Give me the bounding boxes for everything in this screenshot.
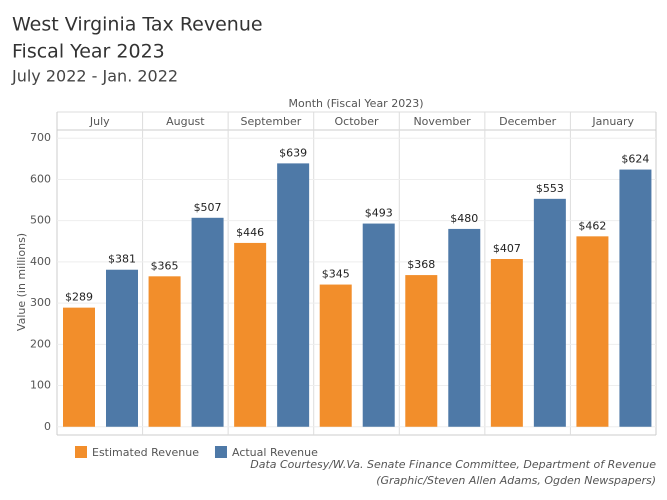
value-label: $493 — [365, 207, 393, 220]
source-note: Data Courtesy/W.Va. Senate Finance Commi… — [250, 458, 656, 471]
value-label: $407 — [493, 242, 521, 255]
value-label: $480 — [450, 212, 478, 225]
value-label: $345 — [322, 268, 350, 281]
value-label: $289 — [65, 291, 93, 304]
x-tick-label: December — [499, 115, 557, 128]
bar — [234, 242, 267, 427]
legend-label: Actual Revenue — [232, 446, 318, 459]
value-label: $639 — [279, 146, 307, 159]
bar — [576, 236, 609, 427]
y-axis-label: Value (in millions) — [15, 233, 28, 331]
y-tick-label: 400 — [30, 255, 51, 268]
bar — [319, 284, 352, 427]
x-axis-label: Month (Fiscal Year 2023) — [289, 97, 424, 110]
x-tick-label: August — [166, 115, 205, 128]
value-label: $507 — [194, 201, 222, 214]
value-label: $462 — [578, 219, 606, 232]
bar — [277, 163, 310, 427]
bar — [619, 169, 652, 427]
chart-title: West Virginia Tax Revenue — [12, 14, 263, 36]
bar — [448, 228, 481, 427]
y-tick-label: 700 — [30, 131, 51, 144]
legend-swatch — [214, 446, 227, 458]
y-tick-label: 200 — [30, 337, 51, 350]
chart-title: Fiscal Year 2023 — [12, 41, 165, 63]
value-label: $446 — [236, 226, 264, 239]
x-tick-label: January — [591, 115, 634, 128]
bar — [148, 276, 181, 427]
chart-subtitle: July 2022 - Jan. 2022 — [11, 67, 178, 86]
value-label: $365 — [151, 259, 179, 272]
value-label: $381 — [108, 253, 136, 266]
bar — [533, 198, 566, 427]
y-tick-label: 100 — [30, 379, 51, 392]
y-tick-label: 0 — [44, 420, 51, 433]
legend-swatch — [75, 446, 87, 458]
y-tick-label: 600 — [30, 172, 51, 185]
x-tick-label: October — [334, 115, 378, 128]
x-tick-label: September — [241, 115, 302, 128]
y-tick-label: 500 — [30, 214, 51, 227]
bar — [362, 223, 395, 427]
bar — [63, 307, 95, 427]
x-tick-label: July — [89, 115, 110, 128]
x-tick-label: November — [413, 115, 471, 128]
bar — [405, 275, 438, 427]
value-label: $368 — [407, 258, 435, 271]
legend-label: Estimated Revenue — [92, 446, 199, 459]
value-label: $553 — [536, 182, 564, 195]
source-note: (Graphic/Steven Allen Adams, Ogden Newsp… — [376, 474, 656, 487]
bar — [490, 259, 523, 427]
y-tick-label: 300 — [30, 296, 51, 309]
bar — [191, 217, 224, 427]
value-label: $624 — [621, 153, 649, 166]
bar — [106, 269, 138, 427]
